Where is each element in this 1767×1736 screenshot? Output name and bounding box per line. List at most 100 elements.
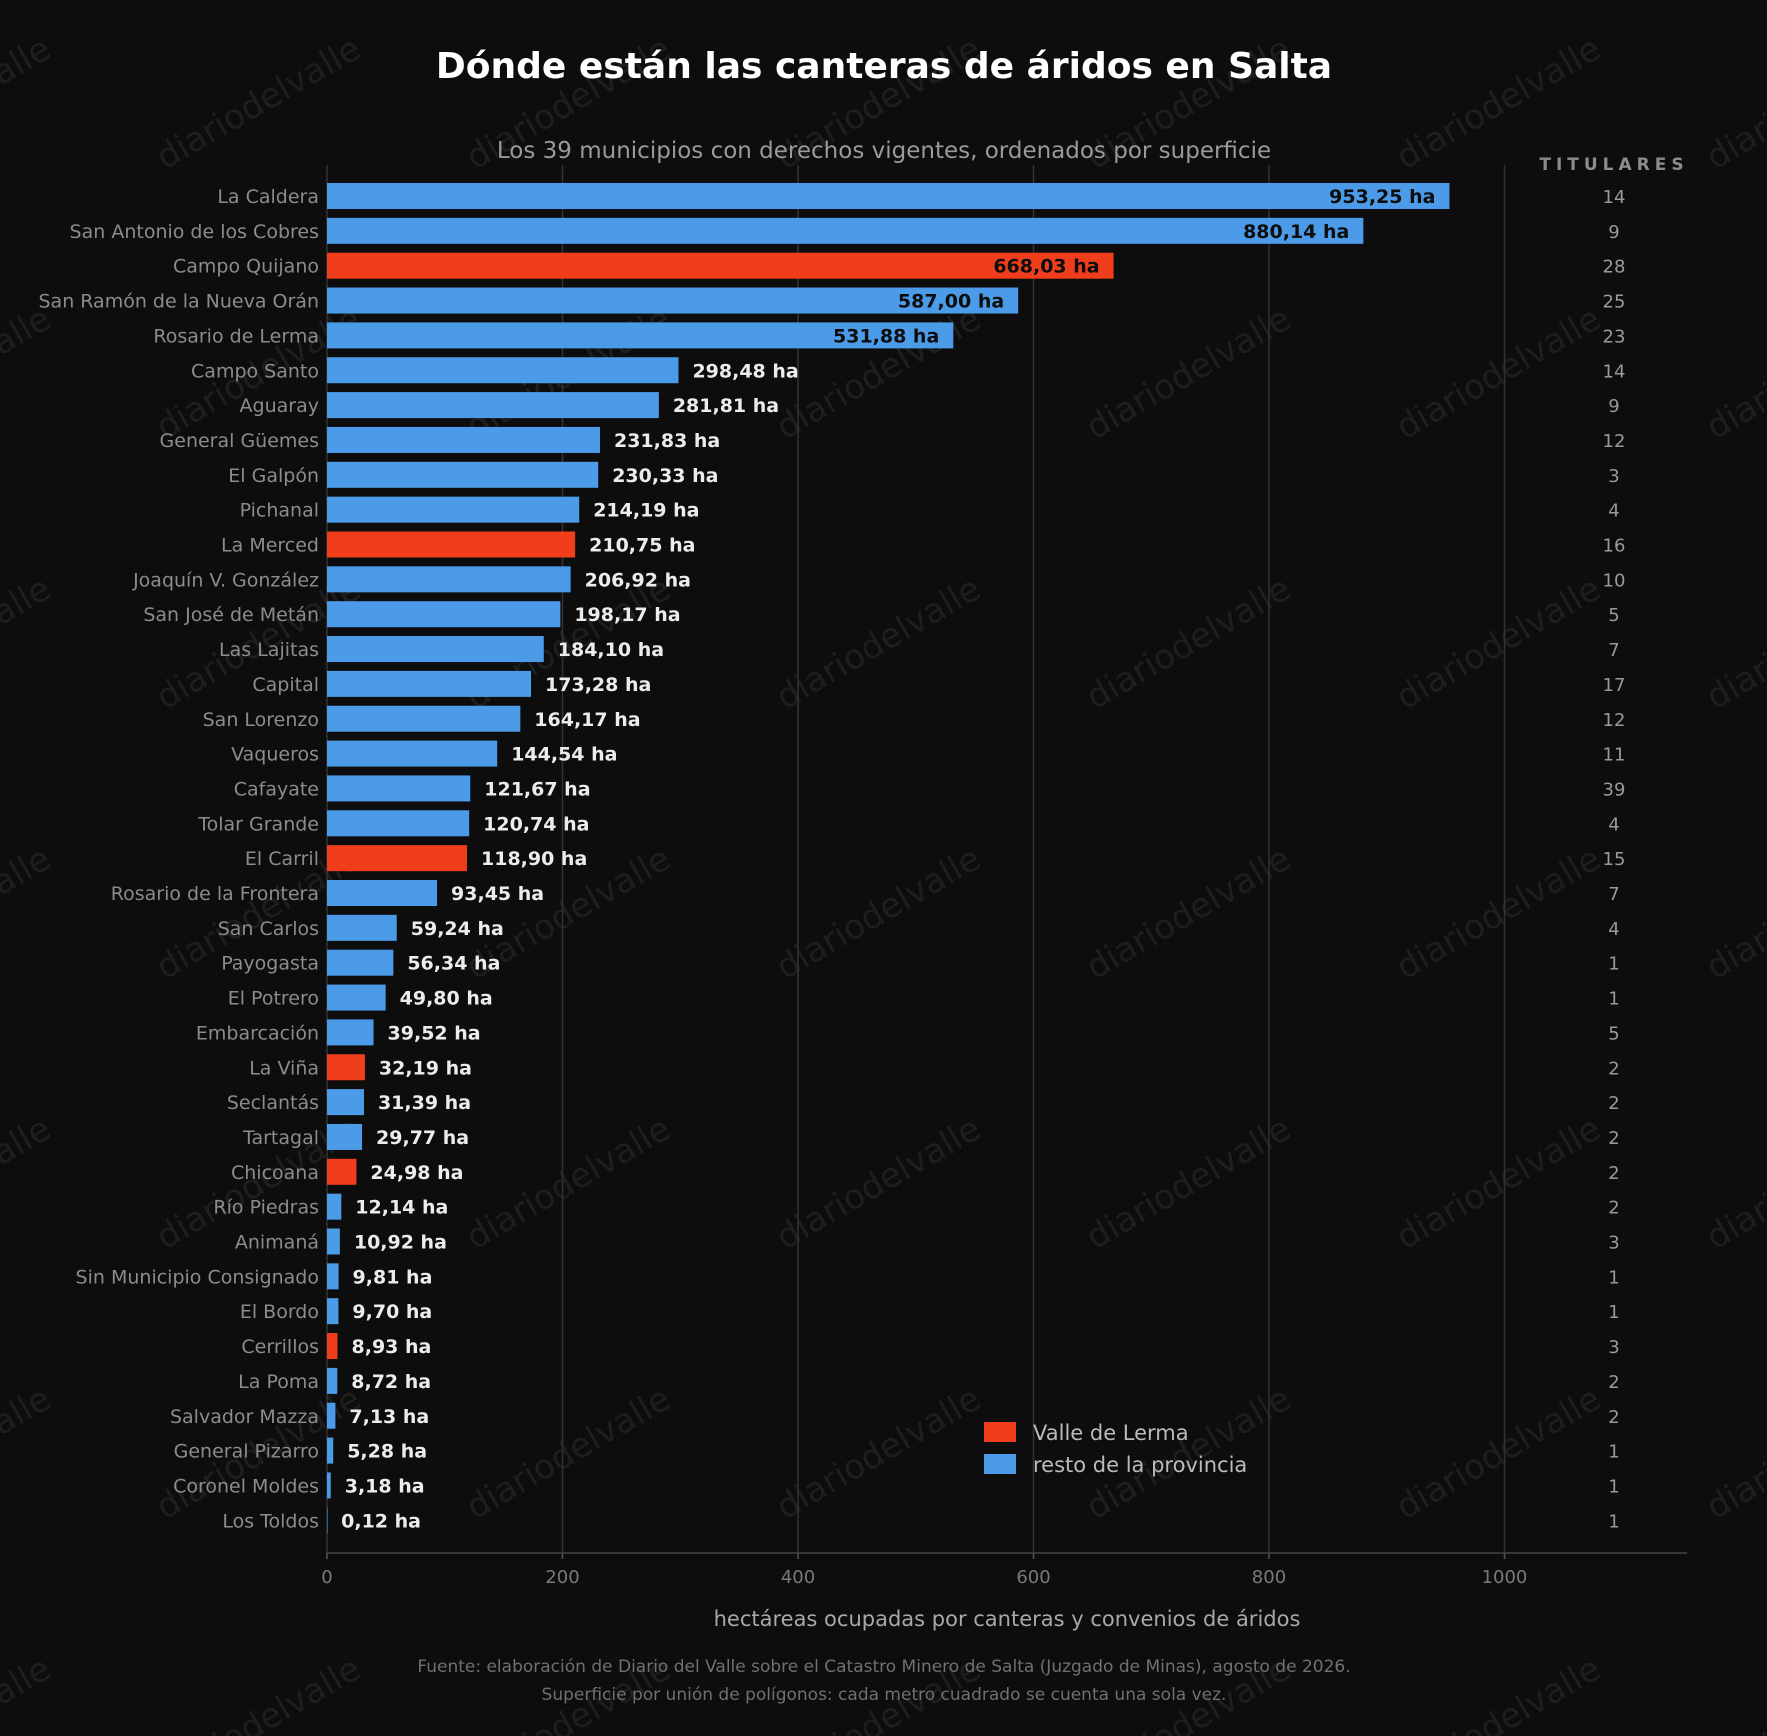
titulares-value: 2 <box>1608 1407 1619 1428</box>
titulares-value: 3 <box>1608 466 1619 487</box>
titulares-value: 2 <box>1608 1128 1619 1149</box>
titulares-value: 23 <box>1603 326 1626 347</box>
titulares-value: 39 <box>1603 779 1626 800</box>
bar-value-label: 56,34 ha <box>407 953 500 975</box>
bar-value-label: 12,14 ha <box>355 1197 448 1219</box>
titulares-value: 1 <box>1608 1511 1619 1532</box>
category-label: Cafayate <box>234 778 319 800</box>
titulares-value: 12 <box>1603 431 1626 452</box>
category-label: General Pizarro <box>174 1441 319 1463</box>
bar <box>327 1193 342 1220</box>
category-label: Pichanal <box>240 500 319 522</box>
bar-value-label: 953,25 ha <box>1329 186 1435 208</box>
category-label: El Galpón <box>228 465 319 487</box>
source-line-1: Fuente: elaboración de Diario del Valle … <box>417 1657 1350 1677</box>
category-label: Aguaray <box>240 395 319 417</box>
bar-value-label: 214,19 ha <box>593 500 699 522</box>
titulares-value: 1 <box>1608 1476 1619 1497</box>
x-tick-label: 0 <box>321 1567 332 1588</box>
category-label: Cerrillos <box>241 1336 319 1358</box>
bar-value-label: 10,92 ha <box>354 1232 447 1254</box>
bar <box>327 636 544 663</box>
titulares-value: 4 <box>1608 814 1619 835</box>
bar <box>327 1263 339 1290</box>
category-label: La Viña <box>249 1057 319 1079</box>
category-label: La Merced <box>221 535 319 557</box>
x-axis-label: hectáreas ocupadas por canteras y conven… <box>714 1607 1301 1631</box>
legend-label-valle-de-lerma: Valle de Lerma <box>1033 1421 1189 1445</box>
bar <box>327 810 470 837</box>
bar-value-label: 668,03 ha <box>993 256 1099 278</box>
category-label: San Ramón de la Nueva Orán <box>38 291 319 313</box>
bar <box>327 1054 365 1081</box>
bar <box>327 1367 338 1394</box>
bar-value-label: 0,12 ha <box>341 1510 421 1532</box>
bar <box>327 880 438 906</box>
bar-value-label: 32,19 ha <box>379 1057 472 1079</box>
category-label: Coronel Moldes <box>173 1475 319 1497</box>
bar <box>327 949 394 976</box>
titulares-value: 4 <box>1608 919 1619 940</box>
titulares-value: 1 <box>1608 1442 1619 1463</box>
category-label: Rosario de Lerma <box>153 325 319 347</box>
x-tick-label: 1000 <box>1482 1567 1528 1588</box>
bar-value-label: 24,98 ha <box>370 1162 463 1184</box>
bar <box>327 183 1450 209</box>
titulares-header: TITULARES <box>1539 155 1688 175</box>
bar-value-label: 5,28 ha <box>347 1441 427 1463</box>
category-label: Payogasta <box>221 953 319 975</box>
titulares-value: 3 <box>1608 1233 1619 1254</box>
category-label: Embarcación <box>196 1022 319 1044</box>
bar <box>327 357 679 384</box>
x-tick-label: 800 <box>1252 1567 1286 1588</box>
bar <box>327 252 1114 279</box>
category-label: Vaqueros <box>231 744 319 766</box>
category-label: Río Piedras <box>213 1197 319 1219</box>
legend-label-resto-de-la-provincia: resto de la provincia <box>1033 1453 1247 1477</box>
titulares-value: 7 <box>1608 640 1619 661</box>
titulares-value: 4 <box>1608 501 1619 522</box>
bar-value-label: 198,17 ha <box>574 604 680 626</box>
category-label: Los Toldos <box>222 1510 319 1532</box>
category-label: Chicoana <box>231 1162 319 1184</box>
titulares-value: 1 <box>1608 954 1619 975</box>
bar <box>327 775 471 802</box>
chart-subtitle: Los 39 municipios con derechos vigentes,… <box>497 138 1271 164</box>
bar-value-label: 59,24 ha <box>411 918 504 940</box>
legend-swatch-valle-de-lerma <box>984 1422 1016 1442</box>
bar <box>327 1333 338 1360</box>
titulares-value: 2 <box>1608 1198 1619 1219</box>
category-label: San José de Metán <box>143 604 319 626</box>
bar <box>327 461 599 488</box>
titulares-value: 25 <box>1603 292 1626 313</box>
axis-layer: 0 200 400 600 800 1000 <box>321 1552 1687 1588</box>
category-label: Campo Santo <box>191 360 319 382</box>
category-label: San Antonio de los Cobres <box>70 221 319 243</box>
bar-value-label: 880,14 ha <box>1243 221 1349 243</box>
titulares-value: 14 <box>1603 361 1626 382</box>
bar <box>327 1019 374 1046</box>
category-label: Capital <box>252 674 319 696</box>
bar <box>327 1472 331 1499</box>
bar <box>327 740 498 767</box>
bar-value-label: 49,80 ha <box>400 988 493 1010</box>
bar-value-label: 31,39 ha <box>378 1092 471 1114</box>
titulares-value: 2 <box>1608 1093 1619 1114</box>
category-label: La Caldera <box>217 186 319 208</box>
titulares-value: 9 <box>1608 222 1619 243</box>
titulares-value: 2 <box>1608 1372 1619 1393</box>
bar-value-label: 8,93 ha <box>352 1336 432 1358</box>
bar <box>327 1228 340 1255</box>
bar-value-label: 230,33 ha <box>612 465 718 487</box>
bar <box>327 287 1019 314</box>
bar-value-label: 29,77 ha <box>376 1127 469 1149</box>
category-label: Salvador Mazza <box>170 1406 319 1428</box>
bar <box>327 1507 328 1534</box>
bar-value-label: 587,00 ha <box>898 291 1004 313</box>
bar <box>327 531 576 558</box>
bar <box>327 1402 336 1429</box>
bar-value-label: 144,54 ha <box>511 744 617 766</box>
bar-value-label: 210,75 ha <box>589 535 695 557</box>
